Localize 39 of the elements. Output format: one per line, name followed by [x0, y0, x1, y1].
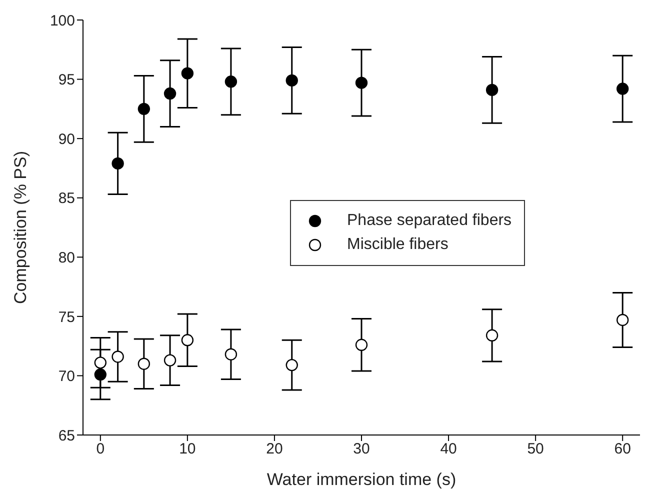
- y-tick-label: 75: [58, 308, 75, 326]
- legend-label: Miscible fibers: [347, 235, 448, 255]
- point: [224, 76, 238, 88]
- y-tick-label: 80: [58, 249, 75, 266]
- x-tick-label: 40: [440, 440, 457, 458]
- x-tick-label: 60: [614, 440, 631, 458]
- x-tick-label: 10: [179, 440, 196, 458]
- y-tick-label: 70: [58, 368, 75, 386]
- legend-label: Phase separated fibers: [347, 211, 512, 231]
- y-axis-title: Composition (% PS): [11, 150, 30, 304]
- x-tick-label: 20: [266, 440, 283, 458]
- x-tick-label: 30: [353, 440, 370, 458]
- x-tick-label: 0: [96, 440, 105, 458]
- point: [181, 334, 194, 346]
- point: [164, 354, 176, 366]
- x-tick-label: 50: [527, 440, 544, 458]
- point: [138, 358, 150, 370]
- point: [181, 67, 194, 80]
- point: [355, 338, 368, 351]
- point: [355, 76, 368, 89]
- y-tick-label: 65: [58, 427, 75, 444]
- point: [486, 84, 498, 96]
- point: [138, 102, 150, 116]
- point: [112, 350, 124, 363]
- x-axis-title: Water immersion time (s): [266, 470, 456, 489]
- point: [112, 157, 124, 170]
- point: [286, 74, 298, 87]
- y-tick-label: 100: [50, 12, 75, 30]
- point: [164, 87, 176, 100]
- point: [94, 356, 107, 369]
- y-tick-label: 85: [58, 190, 75, 208]
- point: [616, 82, 629, 95]
- point: [616, 314, 629, 326]
- point: [94, 368, 107, 381]
- point: [286, 358, 298, 372]
- y-tick-label: 90: [58, 130, 75, 148]
- point: [224, 348, 238, 360]
- point: [486, 329, 498, 342]
- y-tick-label: 95: [58, 72, 75, 89]
